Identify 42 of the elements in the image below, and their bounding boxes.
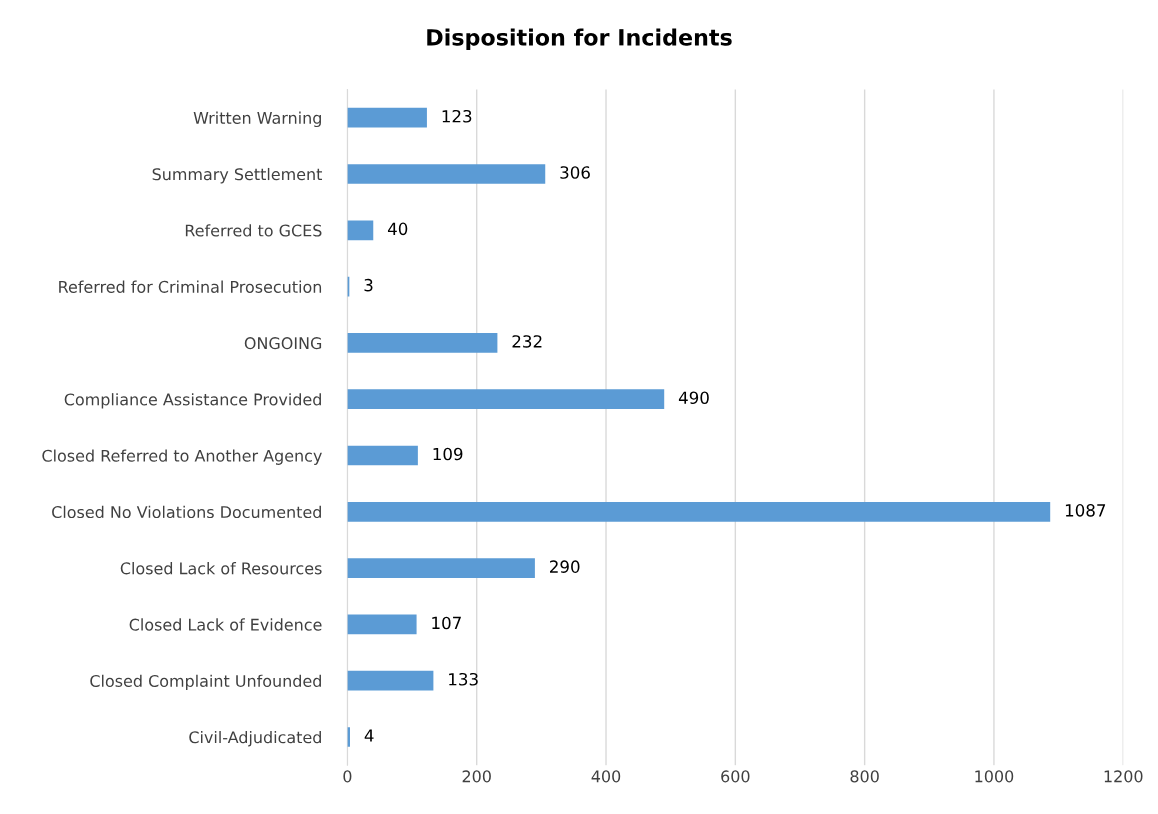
bar bbox=[347, 501, 1051, 522]
x-tick-label: 800 bbox=[850, 770, 879, 783]
y-tick-label: Referred for Criminal Prosecution bbox=[59, 280, 322, 293]
data-label: 123 bbox=[442, 109, 472, 123]
x-tick-label: 600 bbox=[721, 770, 750, 783]
bar bbox=[347, 558, 535, 578]
data-label: 133 bbox=[449, 672, 478, 686]
data-label: 1087 bbox=[1065, 504, 1106, 517]
data-label: 3 bbox=[364, 278, 373, 292]
data-label: 109 bbox=[433, 447, 463, 461]
bar bbox=[347, 220, 374, 241]
y-tick-label: Compliance Assistance Provided bbox=[64, 393, 321, 409]
bar bbox=[347, 614, 417, 635]
x-tick-label: 400 bbox=[591, 770, 621, 783]
data-label: 4 bbox=[364, 729, 374, 742]
bar bbox=[347, 164, 546, 184]
x-tick-label: 1200 bbox=[1104, 770, 1143, 783]
bar bbox=[347, 333, 498, 353]
y-tick-label: Closed No Violations Documented bbox=[52, 505, 321, 519]
bar bbox=[347, 389, 665, 410]
y-tick-label: Closed Referred to Another Agency bbox=[42, 449, 322, 465]
data-label: 306 bbox=[560, 166, 590, 179]
y-tick-label: Written Warning bbox=[193, 111, 321, 128]
y-tick-label: ONGOING bbox=[244, 337, 322, 350]
y-tick-label: Civil-Adjudicated bbox=[189, 730, 321, 747]
y-tick-label: Closed Complaint Unfounded bbox=[90, 674, 321, 691]
x-tick-label: 200 bbox=[462, 770, 491, 783]
data-label: 107 bbox=[432, 616, 461, 630]
data-label: 232 bbox=[512, 335, 542, 348]
data-label: 490 bbox=[678, 391, 709, 405]
x-tick-label: 0 bbox=[343, 770, 352, 783]
bar bbox=[347, 670, 434, 691]
y-tick-label: Referred to GCES bbox=[185, 224, 322, 237]
bar bbox=[347, 107, 427, 128]
data-label: 290 bbox=[550, 560, 580, 573]
x-tick-label: 1000 bbox=[975, 770, 1014, 783]
y-tick-label: Summary Settlement bbox=[152, 167, 323, 184]
chart-title: Disposition for Incidents bbox=[427, 28, 732, 50]
data-label: 40 bbox=[387, 222, 408, 236]
bar bbox=[347, 445, 418, 466]
y-tick-label: Closed Lack of Resources bbox=[120, 562, 322, 575]
y-tick-label: Closed Lack of Evidence bbox=[129, 618, 322, 631]
